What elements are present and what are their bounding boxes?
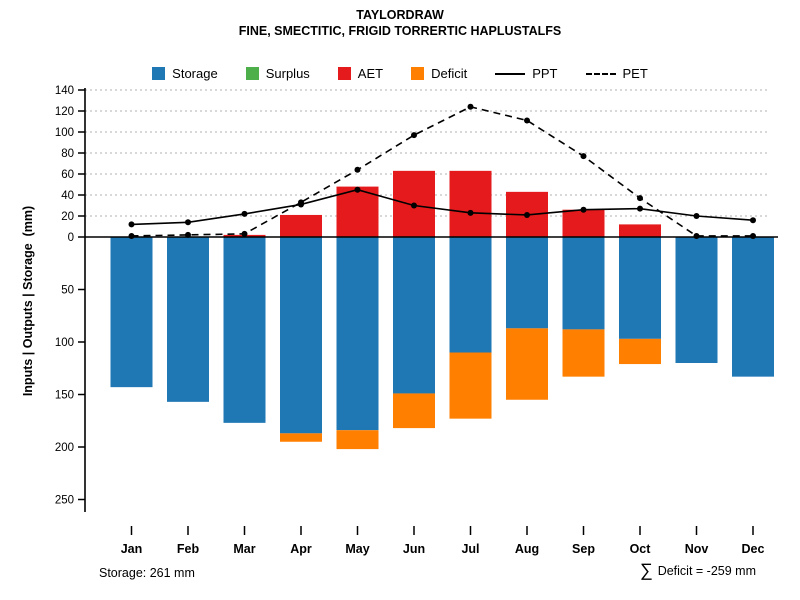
month-label: May — [345, 542, 369, 556]
legend-item-storage: Storage — [152, 66, 218, 81]
legend-label: Surplus — [265, 66, 310, 81]
aet-swatch-icon — [337, 67, 351, 80]
month-label: Jun — [403, 542, 425, 556]
svg-text:100: 100 — [55, 127, 74, 139]
surplus-swatch-icon — [245, 67, 259, 80]
month-label: Feb — [177, 542, 200, 556]
legend-label: Storage — [172, 66, 218, 81]
y-axis: 0 20 40 60 80 100 120 140 50 100 150 200 250 — [55, 85, 86, 512]
svg-text:100: 100 — [55, 337, 74, 349]
svg-text:20: 20 — [61, 211, 74, 223]
deficit-swatch-icon — [411, 67, 425, 80]
chart-subtitle: FINE, SMECTITIC, FRIGID TORRERTIC HAPLUS… — [238, 24, 562, 38]
month-label: Jan — [121, 542, 143, 556]
month-label: Apr — [290, 542, 312, 556]
month-label: Nov — [685, 542, 709, 556]
svg-text:250: 250 — [55, 495, 74, 507]
month-label: Aug — [515, 542, 539, 556]
ppt-line — [128, 186, 756, 228]
month-label: Sep — [572, 542, 595, 556]
month-label: Oct — [630, 542, 652, 556]
svg-text:60: 60 — [61, 169, 74, 181]
svg-text:200: 200 — [55, 442, 74, 454]
storage-total-note: Storage: 261 mm — [99, 566, 195, 580]
bars-aet — [223, 170, 661, 237]
month-label: Mar — [233, 542, 255, 556]
legend-item-pet: PET — [585, 66, 648, 81]
legend-item-surplus: Surplus — [245, 66, 310, 81]
y-axis-label: Inputs | Outputs | Storage (mm) — [21, 205, 35, 397]
legend-label: Deficit — [431, 66, 468, 81]
ppt-line-sample-icon — [495, 72, 526, 75]
deficit-total-text: Deficit = -259 mm — [657, 563, 756, 578]
legend-item-ppt: PPT — [495, 66, 558, 81]
svg-text:140: 140 — [55, 85, 74, 97]
legend-item-deficit: Deficit — [411, 66, 467, 81]
bars-storage — [110, 237, 774, 434]
chart-legend: Storage Surplus AET Deficit PPT PET — [0, 66, 800, 81]
svg-text:50: 50 — [61, 285, 74, 297]
svg-text:120: 120 — [55, 106, 74, 118]
legend-label: PET — [622, 66, 648, 81]
pet-line — [128, 103, 756, 239]
svg-text:0: 0 — [68, 232, 74, 244]
legend-label: PPT — [532, 66, 558, 81]
bars-deficit — [280, 328, 661, 450]
svg-text:150: 150 — [55, 390, 74, 402]
legend-label: AET — [357, 66, 384, 81]
deficit-total-note: ∑ Deficit = -259 mm — [640, 560, 756, 581]
svg-text:40: 40 — [61, 190, 74, 202]
svg-text:80: 80 — [61, 148, 74, 160]
pet-line-sample-icon — [585, 72, 616, 75]
storage-swatch-icon — [152, 67, 166, 80]
month-label: Jul — [461, 542, 479, 556]
sigma-symbol: ∑ — [639, 560, 653, 580]
month-label: Dec — [742, 542, 765, 556]
legend-item-aet: AET — [337, 66, 384, 81]
x-axis: Jan Feb Mar Apr May Jun Jul Aug Sep Oct Nov Dec — [121, 526, 765, 556]
chart-title: TAYLORDRAW — [356, 8, 444, 22]
